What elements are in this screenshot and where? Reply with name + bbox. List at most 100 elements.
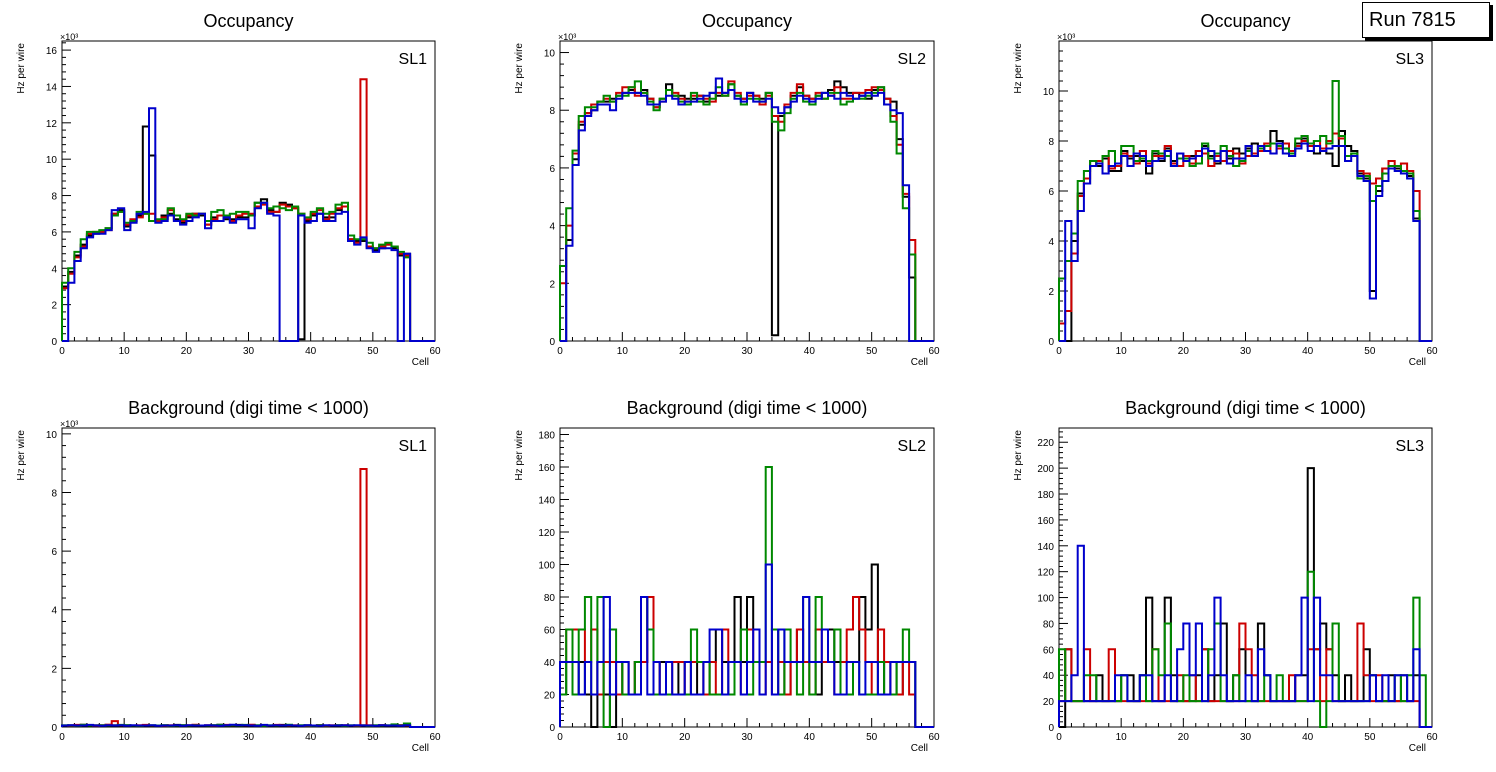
x-tick-label: 50	[1364, 732, 1376, 743]
histogram-series-s4	[560, 77, 934, 342]
plot-frame	[61, 427, 436, 728]
histogram-series-s4	[1058, 544, 1432, 728]
x-tick-label: 50	[866, 346, 878, 357]
x-axis-label: Cell	[412, 743, 429, 754]
y-tick-label: 16	[46, 46, 58, 57]
x-tick-label: 30	[1240, 732, 1252, 743]
y-tick-label: 10	[1043, 87, 1055, 98]
y-tick-label: 10	[46, 155, 58, 166]
histogram-series-s1	[560, 80, 934, 342]
x-tick-label: 0	[557, 732, 563, 743]
y-tick-label: 6	[51, 228, 57, 239]
y-tick-label: 0	[549, 723, 555, 734]
y-tick-label: 80	[544, 593, 556, 604]
x-tick-label: 20	[1178, 346, 1190, 357]
histogram-series-s4	[559, 563, 934, 728]
superlayer-label: SL1	[399, 438, 428, 455]
chart-panel-1: Occupancy SL1 0 10 20 30 40 50 60 0 2 4 6 8 10 12 14 16×1…	[16, 11, 441, 368]
y-tick-label: 180	[538, 431, 555, 442]
x-tick-label: 0	[557, 346, 563, 357]
histogram-series-s2	[61, 468, 435, 728]
plot-frame	[559, 40, 935, 342]
histogram-series-s1	[61, 125, 435, 342]
y-axis-label: Hz per wire	[514, 43, 525, 94]
y-axis-label: Hz per wire	[16, 43, 27, 94]
x-tick-label: 40	[804, 346, 816, 357]
y-tick-label: 0	[1048, 723, 1054, 734]
chart-title: Occupancy	[203, 11, 293, 31]
histogram-series-s2	[1058, 622, 1432, 728]
histogram-series-s4	[62, 107, 435, 342]
y-tick-label: 40	[1043, 671, 1055, 682]
y-axis-label: Hz per wire	[16, 430, 27, 481]
superlayer-label: SL2	[898, 438, 927, 455]
chart-title: Background (digi time < 1000)	[128, 398, 369, 418]
x-tick-label: 20	[679, 346, 691, 357]
x-tick-label: 50	[1364, 346, 1376, 357]
y-tick-label: 2	[1048, 287, 1054, 298]
x-axis-label: Cell	[911, 743, 928, 754]
y-tick-label: 4	[549, 222, 555, 233]
y-tick-label: 20	[1043, 697, 1055, 708]
chart-title: Occupancy	[702, 11, 792, 31]
y-tick-label: 0	[1048, 337, 1054, 348]
superlayer-label: SL2	[898, 51, 927, 68]
histogram-series-s1	[559, 563, 934, 728]
y-tick-label: 160	[1037, 516, 1054, 527]
y-tick-label: 8	[51, 192, 57, 203]
x-tick-label: 0	[1056, 732, 1062, 743]
y-tick-label: 140	[538, 496, 555, 507]
x-tick-label: 60	[429, 346, 441, 357]
x-tick-label: 20	[679, 732, 691, 743]
y-exponent-label: ×10³	[60, 419, 78, 429]
x-tick-label: 50	[367, 732, 379, 743]
x-tick-label: 10	[1116, 346, 1128, 357]
chart-panel-6: Background (digi time < 1000) SL3 0 10 20 30 4…	[1013, 398, 1438, 754]
y-tick-label: 10	[544, 49, 556, 60]
y-axis-label: Hz per wire	[514, 430, 525, 481]
x-tick-label: 10	[1116, 732, 1128, 743]
y-tick-label: 2	[51, 664, 57, 675]
x-axis-label: Cell	[1409, 357, 1426, 368]
x-axis-label: Cell	[412, 357, 429, 368]
x-tick-label: 0	[59, 732, 65, 743]
y-tick-label: 60	[544, 626, 556, 637]
plot-frame	[61, 40, 436, 342]
y-tick-label: 6	[549, 164, 555, 175]
y-tick-label: 100	[1037, 594, 1054, 605]
y-tick-label: 8	[1048, 137, 1054, 148]
x-tick-label: 40	[305, 346, 317, 357]
histogram-series-s4	[1059, 142, 1432, 342]
superlayer-label: SL3	[1396, 438, 1425, 455]
y-tick-label: 6	[1048, 187, 1054, 198]
y-tick-label: 180	[1037, 490, 1054, 501]
superlayer-label: SL1	[399, 51, 428, 68]
x-tick-label: 30	[243, 346, 255, 357]
y-tick-label: 100	[538, 561, 555, 572]
x-tick-label: 60	[1426, 732, 1438, 743]
x-tick-label: 30	[243, 732, 255, 743]
y-axis-label: Hz per wire	[1013, 43, 1024, 94]
x-tick-label: 0	[1056, 346, 1062, 357]
x-tick-label: 10	[119, 346, 131, 357]
y-tick-label: 6	[51, 547, 57, 558]
x-tick-label: 30	[741, 732, 753, 743]
y-tick-label: 0	[549, 337, 555, 348]
x-tick-label: 60	[928, 732, 940, 743]
y-tick-label: 80	[1043, 619, 1055, 630]
chart-title: Background (digi time < 1000)	[1125, 398, 1366, 418]
histogram-series-s4	[61, 723, 435, 728]
y-tick-label: 4	[51, 606, 57, 617]
x-tick-label: 20	[181, 732, 193, 743]
x-tick-label: 50	[866, 732, 878, 743]
y-tick-label: 20	[544, 691, 556, 702]
x-tick-label: 40	[804, 732, 816, 743]
chart-title: Occupancy	[1200, 11, 1290, 31]
y-tick-label: 120	[538, 528, 555, 539]
histogram-series-s2	[559, 80, 934, 342]
x-tick-label: 60	[1426, 346, 1438, 357]
y-tick-label: 0	[51, 337, 57, 348]
y-tick-label: 2	[549, 279, 555, 290]
superlayer-label: SL3	[1396, 51, 1425, 68]
